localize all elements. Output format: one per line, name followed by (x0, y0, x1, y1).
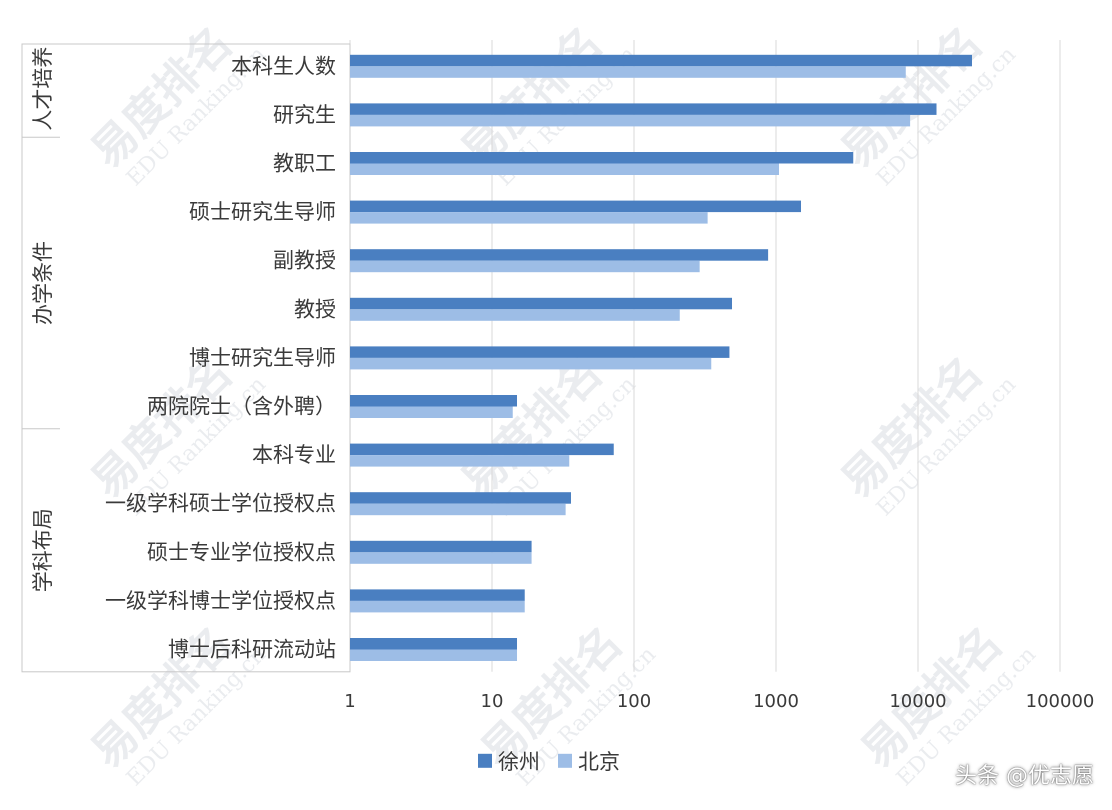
legend-swatch-beijing (558, 753, 572, 768)
credit-text: 头条 @优志愿 (955, 764, 1094, 789)
bar-xuzhou (350, 297, 733, 310)
bar-xuzhou (350, 152, 854, 164)
bar-layer (350, 54, 972, 661)
bar-beijing (350, 163, 780, 175)
bar-xuzhou (350, 103, 937, 115)
category-label: 研究生 (273, 103, 336, 127)
category-label: 博士后科研流动站 (168, 638, 336, 662)
bar-beijing (350, 66, 906, 78)
x-tick-label: 1 (344, 691, 355, 712)
bar-beijing (350, 309, 680, 321)
category-label: 本科专业 (252, 443, 336, 467)
x-tick-label: 10000 (889, 691, 946, 712)
legend-label: 徐州 (498, 750, 540, 774)
category-label: 本科生人数 (231, 54, 336, 78)
bar-xuzhou (350, 54, 972, 67)
bar-xuzhou (350, 589, 525, 601)
bar-xuzhou (350, 395, 518, 407)
x-tick-label: 100 (617, 691, 651, 712)
bar-beijing (350, 552, 532, 564)
x-tick-label: 1000 (753, 691, 799, 712)
bar-beijing (350, 357, 712, 370)
group-label: 学科布局 (31, 508, 55, 592)
bar-beijing (350, 114, 911, 127)
x-axis-ticks: 1 10 100 1000 10000 100000 (344, 691, 1094, 712)
category-label: 两院院士（含外聘） (147, 395, 336, 419)
x-tick-label: 10 (481, 691, 504, 712)
bar-xuzhou (350, 540, 532, 553)
legend-swatch-xuzhou (478, 753, 492, 768)
bar-beijing (350, 212, 708, 224)
category-label: 硕士研究生导师 (189, 200, 336, 224)
category-label: 一级学科硕士学位授权点 (105, 492, 336, 516)
bar-xuzhou (350, 249, 769, 261)
category-label: 硕士专业学位授权点 (147, 540, 336, 564)
group-label: 办学条件 (31, 241, 55, 325)
bar-xuzhou (350, 200, 802, 213)
legend: 徐州 北京 (478, 750, 620, 774)
bar-xuzhou (350, 638, 518, 650)
bar-xuzhou (350, 492, 571, 504)
bar-xuzhou (350, 346, 730, 358)
category-label: 副教授 (273, 249, 336, 273)
bar-beijing (350, 503, 566, 516)
bar-xuzhou (350, 443, 614, 456)
category-label: 博士研究生导师 (189, 346, 336, 370)
legend-label: 北京 (578, 750, 620, 774)
category-label: 教职工 (273, 152, 336, 176)
bar-beijing (350, 260, 700, 273)
bar-beijing (350, 649, 518, 661)
category-label: 教授 (294, 297, 336, 321)
group-label: 人才培养 (31, 47, 55, 131)
x-tick-label: 100000 (1026, 691, 1095, 712)
bar-beijing (350, 406, 513, 418)
bar-beijing (350, 455, 570, 467)
bar-beijing (350, 600, 525, 613)
category-label: 一级学科博士学位授权点 (105, 589, 336, 613)
